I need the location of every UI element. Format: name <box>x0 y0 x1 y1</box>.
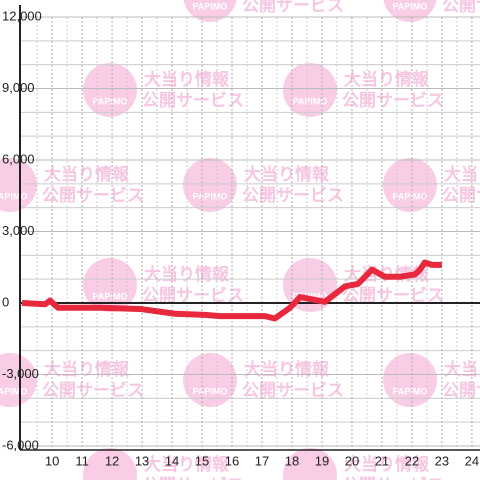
x-tick-label: 24 <box>465 453 479 468</box>
watermark-logo: PAPIMO <box>193 1 228 11</box>
watermark-text: 公開サービス <box>142 476 244 480</box>
data-line <box>21 259 442 322</box>
watermark-text: 大当り情報 <box>44 359 130 380</box>
watermark-text: 公開サービス <box>142 286 244 306</box>
x-tick-label: 19 <box>315 453 329 468</box>
watermark-circle <box>383 353 437 407</box>
watermark-text: 公開サービス <box>142 91 244 111</box>
watermark-text: 大当り情報 <box>244 359 330 380</box>
watermark-logo: PAPIMO <box>393 191 428 201</box>
watermark-circle <box>183 0 237 22</box>
watermark-text: 大当り情報 <box>244 164 330 185</box>
y-tick-label: 0 <box>2 294 9 309</box>
watermark-circle <box>183 158 237 212</box>
x-tick-label: 11 <box>75 453 89 468</box>
x-tick-label: 13 <box>135 453 149 468</box>
watermark-circle <box>283 448 337 480</box>
x-tick-label: 21 <box>375 453 389 468</box>
watermark-text: 公開サービス <box>442 0 480 16</box>
x-tick-label: 15 <box>195 453 209 468</box>
x-tick-label: 12 <box>105 453 119 468</box>
watermark-circle <box>183 353 237 407</box>
watermark-logo: PAPIMO <box>293 96 328 106</box>
watermark-circle <box>383 158 437 212</box>
watermark-logo: PAPIMO <box>193 386 228 396</box>
y-tick-label: 9,000 <box>2 80 35 95</box>
watermark-circle <box>83 258 137 312</box>
watermark-text: 公開サービス <box>342 476 444 480</box>
x-tick-label: 18 <box>285 453 299 468</box>
watermark-logo: PAPIMO <box>93 291 128 301</box>
watermark-text: 大当り情報 <box>444 359 480 380</box>
watermark-text: 公開サービス <box>342 91 444 111</box>
watermark-text: 大当り情報 <box>344 69 430 90</box>
x-tick-label: 23 <box>435 453 449 468</box>
watermark-logo: PAPIMO <box>393 386 428 396</box>
watermark-circle <box>83 448 137 480</box>
watermark-logo: PAPIMO <box>0 191 27 201</box>
watermark-text: 大当り情報 <box>444 164 480 185</box>
watermark-logo: PAPIMO <box>93 96 128 106</box>
watermark-text: 公開サービス <box>242 381 344 401</box>
watermark-text: 大当り情報 <box>144 69 230 90</box>
watermark-circle <box>383 0 437 22</box>
watermark-text: 大当り情報 <box>344 454 430 475</box>
watermark-logo: PAPIMO <box>0 386 27 396</box>
watermark-text: 公開サービス <box>342 286 444 306</box>
watermark-circle <box>283 63 337 117</box>
watermark-text: 大当り情報 <box>44 164 130 185</box>
y-tick-label: 3,000 <box>2 223 35 238</box>
watermark-logo: PAPIMO <box>193 191 228 201</box>
x-tick-label: 20 <box>345 453 359 468</box>
x-tick-label: 16 <box>225 453 239 468</box>
x-tick-label: 14 <box>165 453 179 468</box>
watermark-circle <box>83 63 137 117</box>
watermark-text: 公開サービス <box>242 0 344 16</box>
watermark-circle <box>0 353 37 407</box>
watermark-text: 公開サービス <box>242 186 344 206</box>
watermark-logo: PAPIMO <box>393 1 428 11</box>
watermark-circle <box>0 158 37 212</box>
watermark-text: 公開サービス <box>442 381 480 401</box>
y-tick-label: 6,000 <box>2 151 35 166</box>
watermark-text: 大当り情報 <box>144 454 230 475</box>
x-tick-label: 17 <box>255 453 269 468</box>
x-tick-label: 10 <box>45 453 59 468</box>
y-tick-label: 12,000 <box>2 8 42 23</box>
watermark-text: 公開サービス <box>442 186 480 206</box>
x-tick-label: 22 <box>405 453 419 468</box>
watermark-text: 公開サービス <box>42 186 144 206</box>
